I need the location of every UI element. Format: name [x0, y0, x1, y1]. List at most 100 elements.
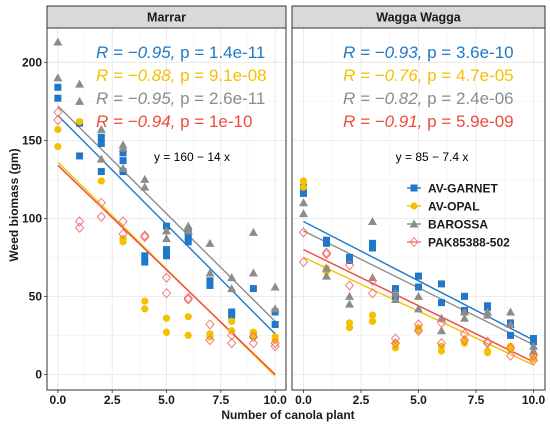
data-point: [162, 328, 171, 336]
x-tick-label: 0.0: [295, 393, 312, 407]
legend-marker: [409, 236, 419, 248]
data-point: [299, 198, 308, 207]
regression-equation: y = 160 − 14 x: [154, 150, 230, 164]
data-point: [414, 304, 423, 313]
data-point: [390, 333, 401, 344]
data-point: [228, 311, 236, 319]
data-point: [75, 96, 85, 105]
data-point: [415, 272, 422, 280]
legend-item-av-garnet: AV-GARNET: [407, 182, 498, 196]
data-point: [163, 252, 170, 260]
x-tick-label: 2.5: [104, 393, 121, 407]
legend-marker: [410, 202, 418, 210]
regression-equation: y = 85 − 7.4 x: [396, 150, 469, 164]
data-point: [205, 319, 215, 330]
data-point: [322, 271, 331, 280]
legend-label: AV-OPAL: [428, 200, 480, 214]
data-point: [530, 338, 537, 346]
y-tick-label: 100: [22, 211, 42, 225]
data-point: [248, 268, 258, 277]
data-point: [183, 226, 193, 235]
data-point: [53, 107, 63, 118]
data-point: [367, 275, 378, 286]
data-point: [271, 320, 279, 328]
data-point: [367, 288, 378, 299]
x-tick-label: 7.5: [468, 393, 485, 407]
legend-label: BAROSSA: [428, 218, 488, 232]
data-point: [53, 114, 63, 126]
data-point: [438, 299, 445, 307]
data-point: [392, 285, 399, 293]
data-point: [436, 317, 447, 329]
data-point: [74, 222, 85, 233]
data-point: [205, 334, 215, 346]
data-point: [97, 133, 105, 141]
data-point: [227, 273, 237, 282]
data-point: [249, 331, 258, 339]
x-tick-label: 0.0: [50, 393, 67, 407]
data-point: [323, 239, 330, 247]
data-point: [248, 331, 259, 343]
data-point: [140, 174, 150, 183]
y-tick-label: 150: [22, 133, 42, 147]
data-point: [141, 252, 149, 260]
data-point: [248, 338, 259, 349]
data-point: [300, 189, 307, 197]
data-point: [248, 227, 258, 236]
data-point: [163, 246, 170, 254]
data-point: [322, 263, 331, 272]
correlation-stat: R = −0.91, p = 5.9e-09: [343, 112, 514, 131]
x-tick-label: 5.0: [410, 393, 427, 407]
fit-line-av-garnet: [303, 220, 534, 341]
data-point: [97, 177, 105, 185]
data-point: [460, 307, 469, 316]
data-point: [163, 222, 170, 230]
x-tick-label: 7.5: [212, 393, 229, 407]
legend-marker: [410, 184, 418, 192]
data-point: [506, 345, 515, 354]
data-point: [162, 314, 171, 322]
data-point: [227, 330, 237, 341]
data-point: [54, 94, 62, 102]
data-point: [162, 234, 171, 243]
data-point: [119, 149, 127, 157]
panel-title: Wagga Wagga: [376, 11, 462, 25]
data-point: [76, 152, 84, 160]
data-point: [53, 73, 63, 82]
data-point: [390, 338, 401, 349]
data-point: [345, 323, 354, 332]
data-point: [118, 216, 128, 227]
data-point: [413, 319, 424, 330]
legend-label: PAK85388-502: [428, 236, 510, 250]
data-point: [483, 348, 492, 357]
correlation-stat: R = −0.82, p = 2.4e-06: [343, 89, 514, 108]
data-point: [506, 319, 515, 328]
data-point: [141, 305, 149, 313]
correlation-stat: R = −0.76, p = 4.7e-05: [343, 66, 514, 85]
data-point: [344, 259, 355, 271]
y-tick-label: 200: [22, 55, 42, 69]
data-point: [54, 142, 62, 151]
y-tick-label: 0: [35, 367, 42, 381]
data-point: [321, 249, 332, 260]
series-pak85388-502: [53, 107, 280, 352]
legend-item-av-opal: AV-OPAL: [407, 200, 480, 214]
data-point: [183, 294, 193, 305]
data-point: [140, 182, 150, 191]
data-point: [506, 307, 515, 316]
data-point: [299, 209, 308, 218]
data-point: [96, 124, 106, 133]
data-point: [461, 292, 468, 300]
data-point: [391, 288, 400, 297]
legend-marker: [409, 219, 419, 228]
data-point: [529, 355, 538, 363]
data-point: [437, 313, 446, 322]
data-point: [437, 347, 446, 355]
panel-marrar: Marrar R = −0.95, p = 1.4e-11 R = −0.88, p…: [22, 5, 287, 407]
data-point: [482, 338, 493, 349]
legend-item-pak85388-502: PAK85388-502: [407, 236, 510, 250]
data-point: [140, 231, 150, 243]
correlation-stat: R = −0.95, p = 2.6e-11: [96, 89, 265, 108]
y-tick-label: 50: [29, 289, 43, 303]
data-point: [206, 333, 214, 341]
